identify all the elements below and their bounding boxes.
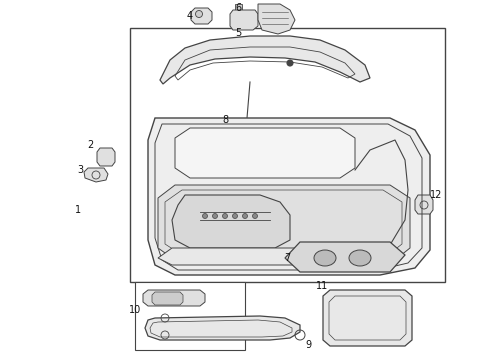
- Polygon shape: [143, 290, 205, 306]
- Circle shape: [196, 10, 202, 18]
- Text: 7: 7: [284, 253, 290, 263]
- Polygon shape: [175, 128, 355, 178]
- Text: 4: 4: [187, 11, 193, 21]
- Bar: [135, 282, 245, 350]
- Text: 6: 6: [235, 3, 241, 13]
- Text: 8: 8: [222, 115, 228, 125]
- Polygon shape: [148, 118, 430, 275]
- Polygon shape: [84, 168, 108, 182]
- Circle shape: [243, 213, 247, 219]
- Circle shape: [287, 60, 293, 66]
- Circle shape: [202, 213, 207, 219]
- Polygon shape: [191, 8, 212, 24]
- Text: 5: 5: [235, 28, 241, 38]
- Polygon shape: [158, 185, 410, 260]
- Polygon shape: [235, 4, 242, 10]
- Circle shape: [213, 213, 218, 219]
- Circle shape: [222, 213, 227, 219]
- Polygon shape: [258, 4, 295, 34]
- Bar: [130, 28, 445, 282]
- Polygon shape: [145, 316, 300, 340]
- Polygon shape: [97, 148, 115, 166]
- Text: 12: 12: [430, 190, 442, 200]
- Polygon shape: [152, 292, 183, 305]
- Ellipse shape: [314, 250, 336, 266]
- Circle shape: [252, 213, 258, 219]
- Text: 10: 10: [129, 305, 141, 315]
- Polygon shape: [285, 242, 405, 272]
- Text: 2: 2: [87, 140, 93, 150]
- Ellipse shape: [349, 250, 371, 266]
- Polygon shape: [323, 290, 412, 346]
- Polygon shape: [415, 195, 433, 214]
- Polygon shape: [158, 248, 405, 265]
- Text: 9: 9: [305, 340, 311, 350]
- Circle shape: [232, 213, 238, 219]
- Text: 3: 3: [77, 165, 83, 175]
- Text: 11: 11: [316, 281, 328, 291]
- Polygon shape: [172, 195, 290, 248]
- Polygon shape: [160, 36, 370, 84]
- Text: 1: 1: [75, 205, 81, 215]
- Polygon shape: [230, 10, 258, 30]
